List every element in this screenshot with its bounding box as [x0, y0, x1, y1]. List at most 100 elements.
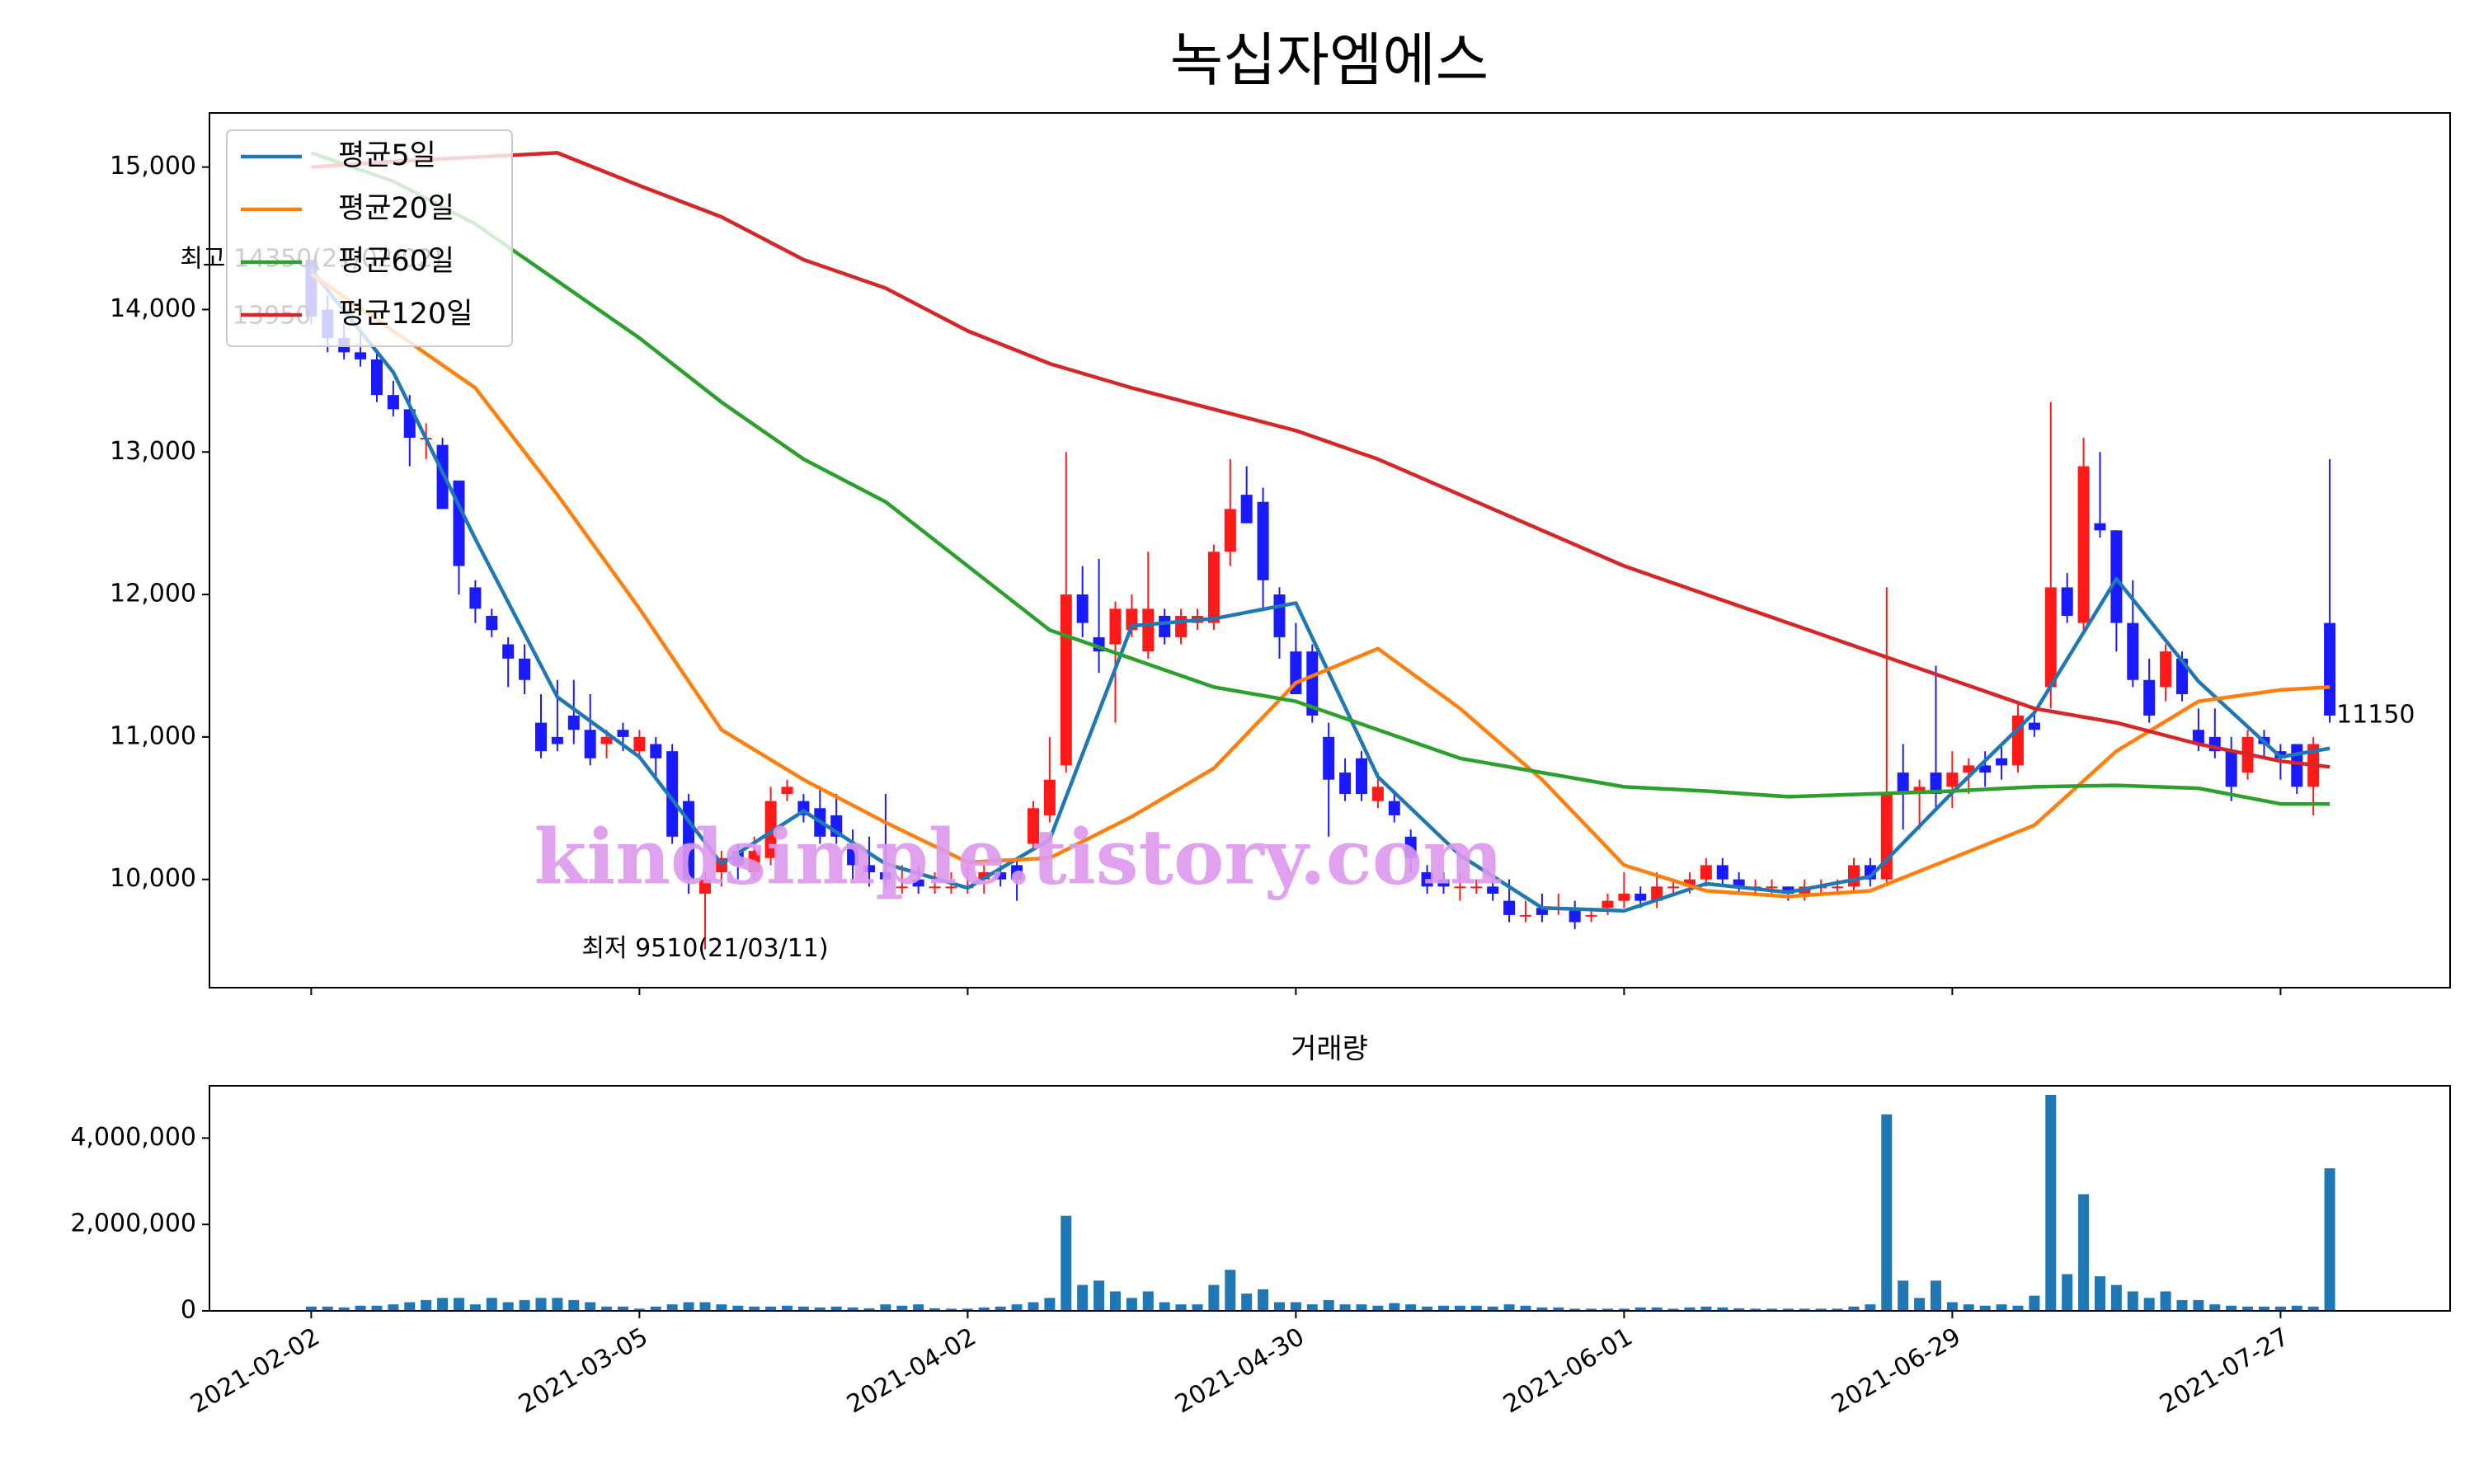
candle-body	[1207, 552, 1220, 623]
candle-body	[2110, 530, 2123, 623]
candle-body	[1175, 615, 1188, 637]
ma-line	[311, 151, 2331, 769]
volume-bar	[305, 1306, 317, 1311]
candle-body	[1585, 914, 1597, 917]
volume-bar	[486, 1298, 497, 1311]
candle-body	[403, 409, 416, 438]
volume-bar	[929, 1308, 941, 1311]
volume-bar	[404, 1302, 416, 1311]
candle-body	[502, 644, 515, 659]
volume-bar	[1700, 1306, 1712, 1311]
volume-bar	[2127, 1291, 2138, 1311]
candle-body	[2044, 587, 2057, 688]
candle-body	[650, 744, 662, 758]
volume-bar	[1782, 1308, 1794, 1311]
volume-bar	[1323, 1299, 1334, 1311]
candle-body	[1946, 773, 1959, 787]
volume-bar	[371, 1305, 383, 1311]
candle-body	[2175, 658, 2188, 695]
candle-body	[1832, 886, 1844, 889]
candle-body	[469, 587, 482, 609]
candle-body	[1437, 879, 1450, 887]
volume-bar	[1815, 1308, 1827, 1311]
legend-label: 평균20일	[338, 192, 454, 225]
candle-body	[1569, 908, 1581, 923]
candle-body	[879, 872, 891, 880]
volume-bar	[355, 1305, 366, 1311]
volume-bar	[1372, 1305, 1384, 1311]
candle-body	[2225, 751, 2237, 787]
volume-bar	[1717, 1307, 1729, 1311]
volume-bar	[765, 1306, 777, 1311]
volume-bar	[1930, 1280, 1941, 1311]
ma-line	[310, 151, 2331, 806]
volume-bar	[2062, 1274, 2073, 1311]
candle-body	[584, 730, 596, 758]
candle-body	[1159, 615, 1171, 637]
candle-body	[748, 851, 760, 873]
candle-body	[1404, 836, 1417, 858]
candle-body	[683, 801, 695, 880]
volume-bar	[1865, 1304, 1876, 1311]
candle-body	[1897, 773, 1909, 794]
volume-bar	[2274, 1306, 2286, 1311]
volume-bar	[1094, 1280, 1105, 1311]
volume-bar	[1996, 1304, 2007, 1311]
y-tick-label: 4,000,000	[70, 1123, 196, 1152]
candle-body	[1454, 886, 1466, 889]
candle-body	[1076, 594, 1089, 623]
candle-body	[1257, 501, 1269, 580]
candle-body	[1716, 865, 1729, 880]
candle-body	[1109, 608, 1122, 645]
candle-body	[1700, 865, 1712, 880]
volume-bar	[2110, 1284, 2122, 1311]
volume-bar	[1437, 1305, 1449, 1311]
candle-body	[1142, 608, 1155, 652]
volume-bar	[552, 1298, 563, 1311]
volume-bar	[535, 1298, 547, 1311]
candle-body	[1273, 594, 1286, 637]
candle-body	[945, 886, 957, 889]
candle-body	[2291, 744, 2303, 787]
candle-body	[2324, 622, 2336, 716]
volume-bar	[1077, 1284, 1089, 1311]
candle-body	[1011, 865, 1023, 880]
volume-bar	[585, 1302, 596, 1311]
chart-title: 녹십자엠에스	[1170, 26, 1489, 94]
volume-bar	[1126, 1298, 1137, 1311]
volume-bar	[1898, 1280, 1909, 1311]
y-tick-label: 13,000	[110, 437, 196, 466]
candle-body	[1224, 509, 1236, 552]
volume-bar	[617, 1306, 628, 1311]
volume-bar	[962, 1308, 973, 1311]
volume-bar	[2176, 1299, 2188, 1311]
volume-bar	[830, 1306, 842, 1311]
legend-label: 평균120일	[338, 298, 473, 331]
candle-body	[1323, 736, 1335, 780]
volume-bar	[1914, 1298, 1926, 1311]
candle-body	[1519, 914, 1531, 917]
y-tick-label: 11,000	[110, 721, 196, 750]
volume-bar	[847, 1307, 858, 1311]
volume-bar	[453, 1298, 464, 1311]
volume-bar	[2258, 1306, 2269, 1311]
volume-bar	[699, 1302, 711, 1311]
volume-bar	[1225, 1270, 1236, 1311]
volume-bar	[1733, 1308, 1745, 1311]
volume-bar	[1979, 1305, 1991, 1311]
volume-bar	[896, 1305, 908, 1311]
annotation: 최저 9510(21/03/11)	[581, 934, 828, 963]
volume-bar	[1454, 1305, 1465, 1311]
candle-body	[600, 736, 613, 744]
candle-body	[1667, 886, 1680, 889]
candle-body	[1339, 773, 1352, 794]
volume-bar	[1946, 1302, 1958, 1311]
candle-body	[355, 352, 367, 359]
candle-body	[978, 872, 990, 880]
candle-body	[1930, 773, 1942, 794]
candle-body	[1355, 758, 1367, 794]
volume-bar	[2226, 1305, 2237, 1311]
candle-body	[1963, 765, 1975, 773]
candle-body	[534, 722, 547, 752]
